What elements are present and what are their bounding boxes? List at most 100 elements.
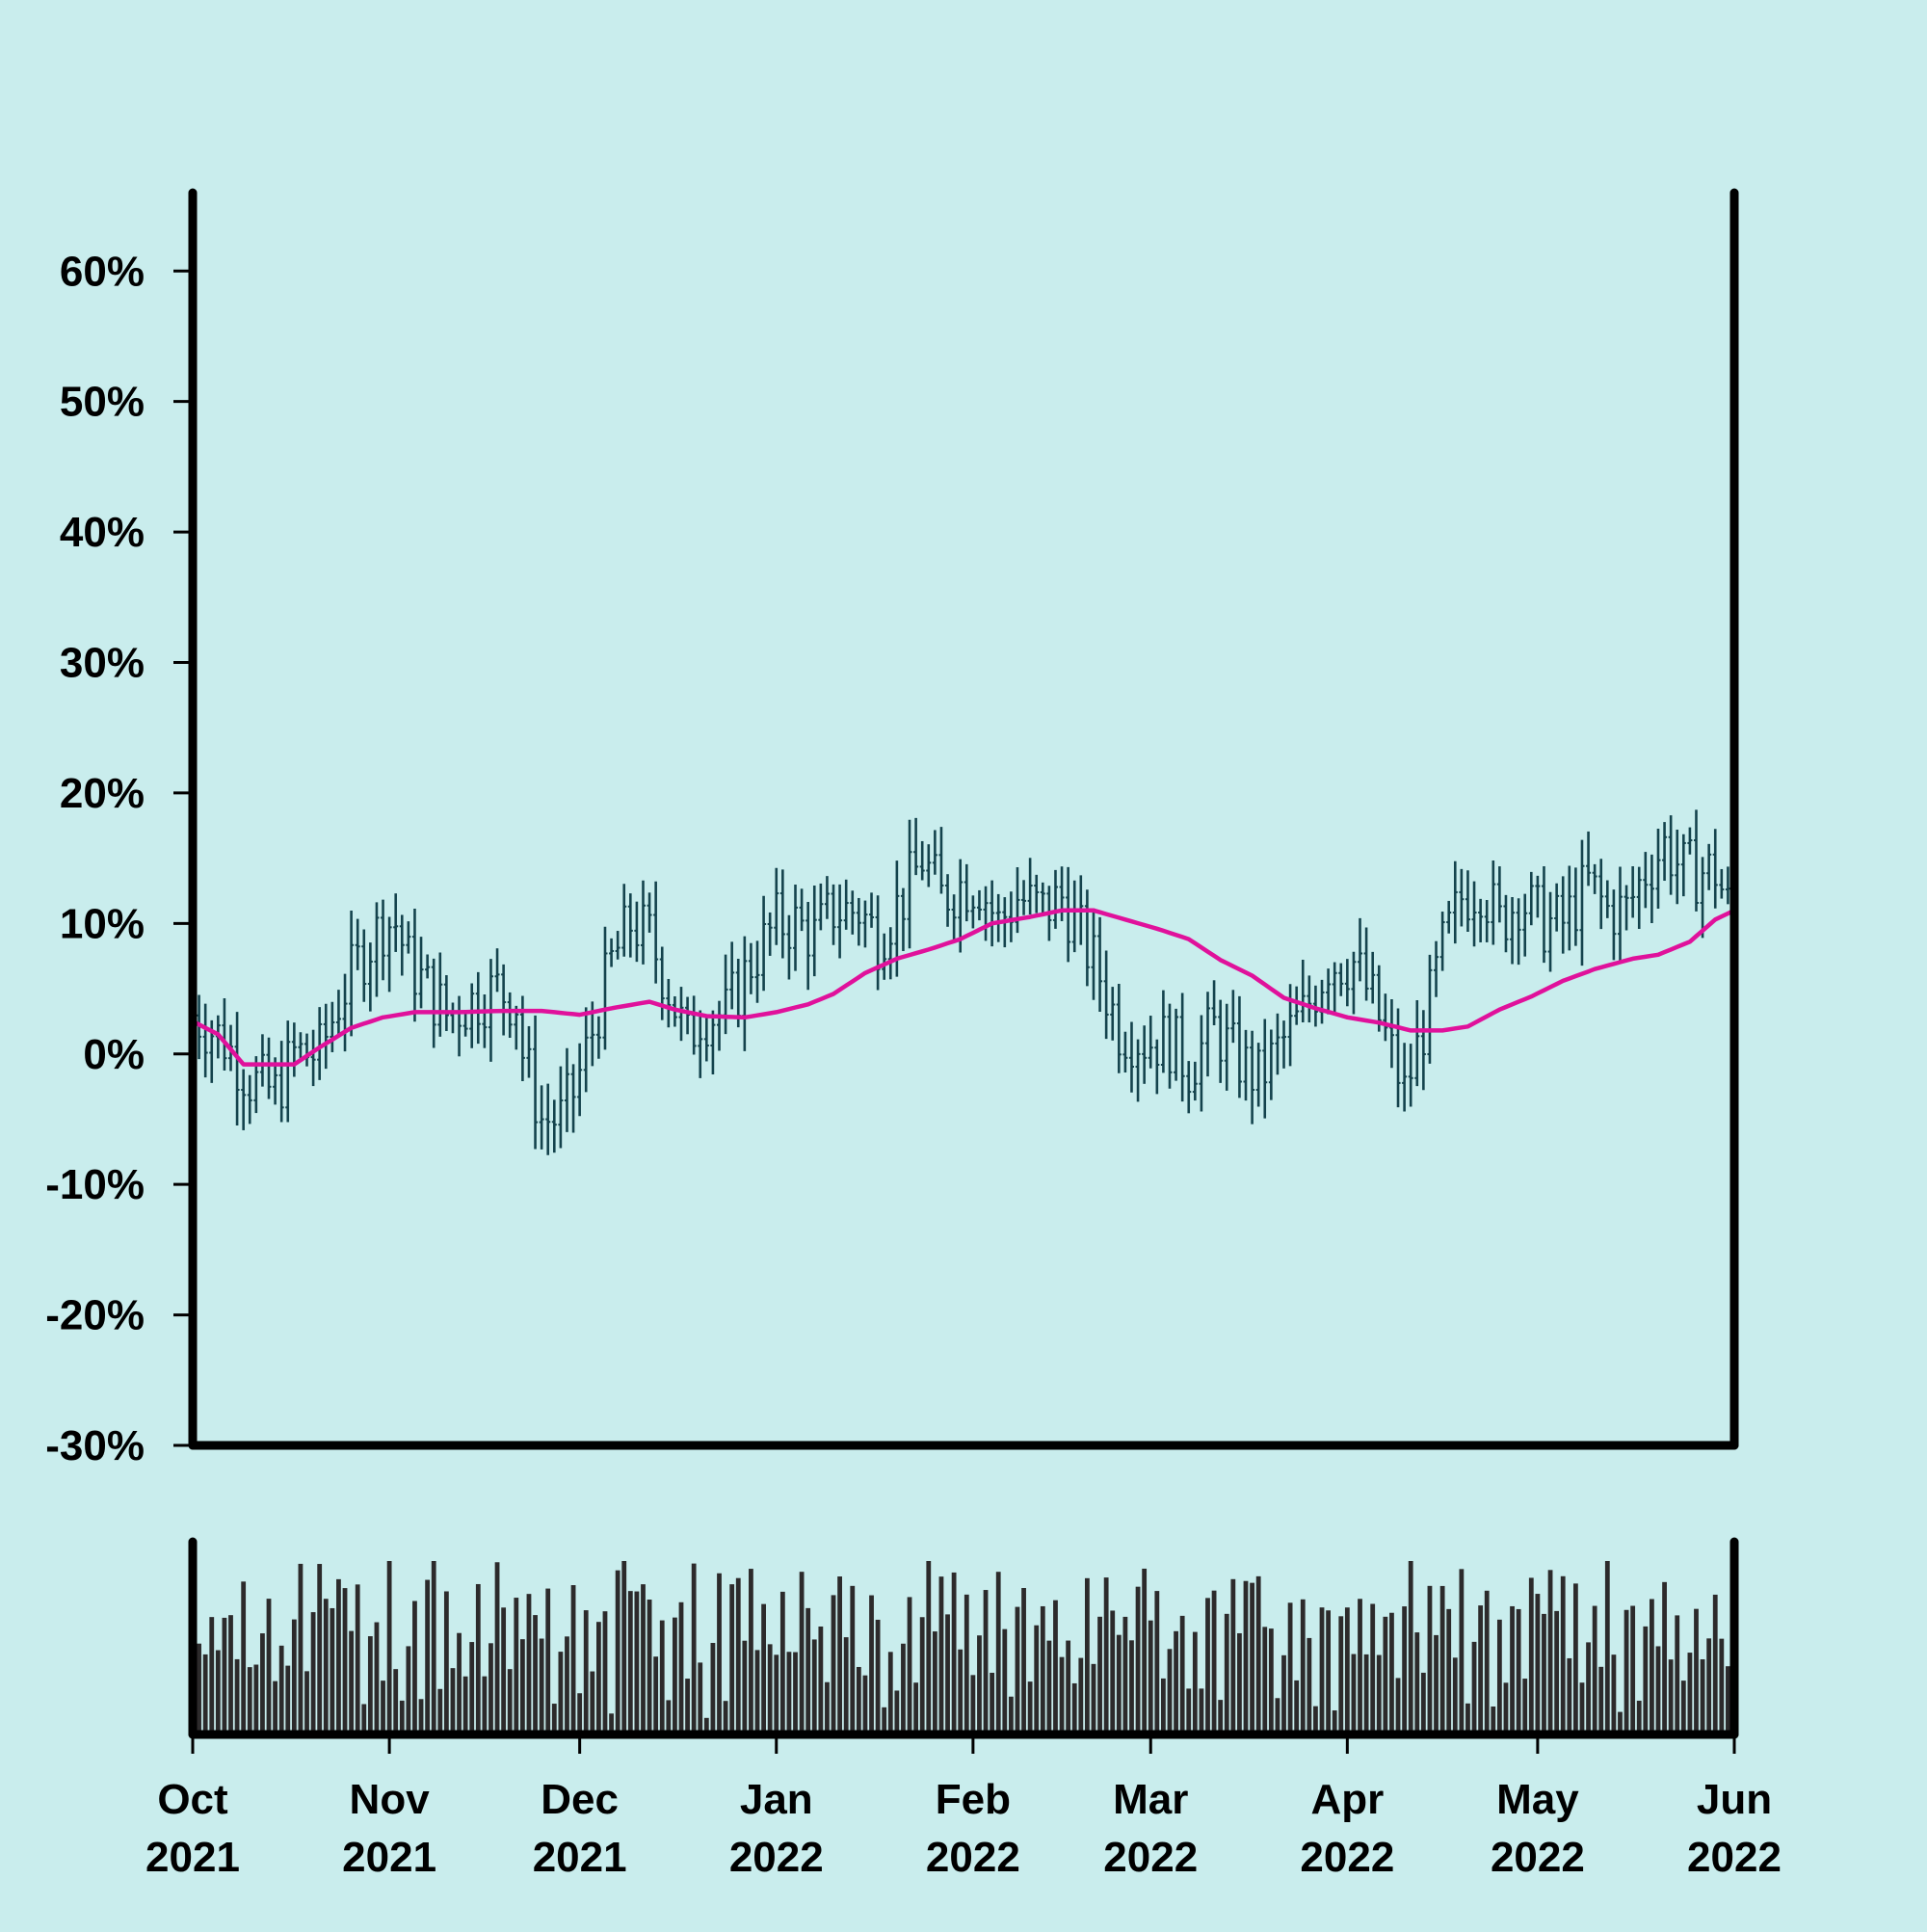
ohlc-bar <box>519 995 525 1082</box>
ohlc-bar <box>634 901 640 963</box>
volume-bar <box>1668 1659 1674 1734</box>
x-tick-label-month: Apr <box>1310 1776 1384 1823</box>
y-tick-label: -20% <box>45 1292 145 1339</box>
ohlc-bar <box>381 899 386 981</box>
ohlc-bar <box>457 995 462 1057</box>
ohlc-bar <box>1446 900 1452 934</box>
volume-bar <box>1211 1590 1217 1734</box>
volume-bar <box>361 1704 367 1734</box>
y-tick-label: 50% <box>60 379 145 426</box>
volume-bar <box>488 1643 493 1734</box>
volume-bar <box>869 1595 874 1734</box>
x-tick-label-year: 2022 <box>729 1834 824 1881</box>
x-tick-label-year: 2022 <box>926 1834 1020 1881</box>
ohlc-bar <box>831 884 836 945</box>
volume-bar <box>919 1617 925 1734</box>
volume-bar <box>837 1576 843 1734</box>
ohlc-bar <box>653 881 659 984</box>
volume-bar <box>462 1676 468 1734</box>
price-bars <box>190 809 1737 1155</box>
ohlc-bar <box>983 886 989 941</box>
volume-bar <box>304 1671 309 1734</box>
volume-bar <box>1237 1632 1242 1734</box>
volume-bar <box>1097 1616 1102 1734</box>
ohlc-bar <box>754 940 760 1003</box>
ohlc-bar <box>1484 899 1490 942</box>
ohlc-bar <box>1706 843 1712 890</box>
ohlc-bar <box>1034 874 1040 913</box>
volume-bar <box>1332 1710 1337 1734</box>
volume-bar <box>595 1622 601 1734</box>
y-tick-label: 40% <box>60 509 145 556</box>
ohlc-bar <box>310 1029 316 1087</box>
ohlc-bar <box>862 900 868 948</box>
ohlc-bar <box>1604 880 1610 918</box>
ohlc-bar <box>1712 829 1718 909</box>
volume-bar <box>1250 1582 1254 1734</box>
volume-bar <box>1161 1678 1166 1734</box>
volume-bar <box>1116 1634 1122 1734</box>
ohlc-bar <box>1218 999 1224 1083</box>
ohlc-bar <box>1015 867 1020 934</box>
ohlc-bar <box>1383 993 1388 1042</box>
ohlc-bar <box>1434 940 1439 997</box>
y-axis: -30% -20% -10% 0% 10% 20% 30% 40% 50% 60% <box>45 248 193 1469</box>
ohlc-bar <box>1230 990 1236 1044</box>
volume-bar <box>507 1669 513 1734</box>
ohlc-bar <box>1066 866 1071 963</box>
ohlc-bar <box>1579 839 1585 966</box>
volume-bar <box>1623 1609 1629 1734</box>
volume-bar <box>609 1713 614 1734</box>
volume-bar <box>805 1607 811 1734</box>
ohlc-bar <box>564 1047 569 1132</box>
ohlc-bar <box>1116 984 1122 1073</box>
ohlc-bar <box>1186 1061 1192 1114</box>
ohlc-bar <box>1338 963 1344 996</box>
ohlc-bar <box>869 892 875 928</box>
volume-bar <box>1142 1568 1148 1734</box>
x-tick-label-month: Nov <box>350 1776 431 1823</box>
ohlc-bar <box>1262 1019 1268 1119</box>
ohlc-bar <box>799 888 805 932</box>
ohlc-bar <box>1503 894 1509 953</box>
ohlc-bar <box>1300 960 1306 1023</box>
volume-bar <box>1459 1569 1465 1734</box>
x-tick-label-year: 2022 <box>1103 1834 1198 1881</box>
ohlc-bar <box>602 926 608 1050</box>
ohlc-bar <box>355 918 360 970</box>
ohlc-bar <box>1675 829 1680 905</box>
ohlc-bar <box>234 1012 240 1126</box>
volume-bar <box>932 1631 937 1734</box>
ohlc-bar <box>976 889 982 921</box>
volume-bar <box>1510 1605 1515 1734</box>
volume-bar <box>437 1688 443 1734</box>
volume-bar <box>1586 1642 1591 1734</box>
volume-bar <box>533 1615 538 1734</box>
ohlc-bar <box>887 927 893 980</box>
ohlc-bar <box>1388 999 1394 1069</box>
ohlc-bar <box>843 879 849 930</box>
volume-bar <box>278 1645 284 1734</box>
ohlc-bar <box>723 954 728 1035</box>
ohlc-bar <box>615 931 620 960</box>
ohlc-bar <box>349 911 355 1037</box>
ohlc-bar <box>1693 809 1699 912</box>
ohlc-bar <box>1192 1061 1198 1101</box>
volume-bar <box>767 1644 773 1734</box>
volume-bar <box>1122 1616 1128 1734</box>
ohlc-bar <box>1052 869 1058 929</box>
ohlc-bar <box>640 880 646 965</box>
ohlc-bar <box>1427 954 1433 1064</box>
volume-bar <box>749 1569 753 1734</box>
volume-bar <box>1186 1688 1192 1734</box>
volume-bar <box>995 1572 1001 1734</box>
volume-bar <box>558 1652 564 1734</box>
ohlc-bar <box>462 1013 468 1037</box>
volume-bar <box>627 1591 633 1734</box>
ohlc-bar <box>507 992 513 1038</box>
volume-bar <box>1294 1680 1300 1734</box>
ohlc-bar <box>425 954 431 979</box>
volume-bar <box>1103 1577 1109 1734</box>
ohlc-bar <box>1160 990 1166 1073</box>
